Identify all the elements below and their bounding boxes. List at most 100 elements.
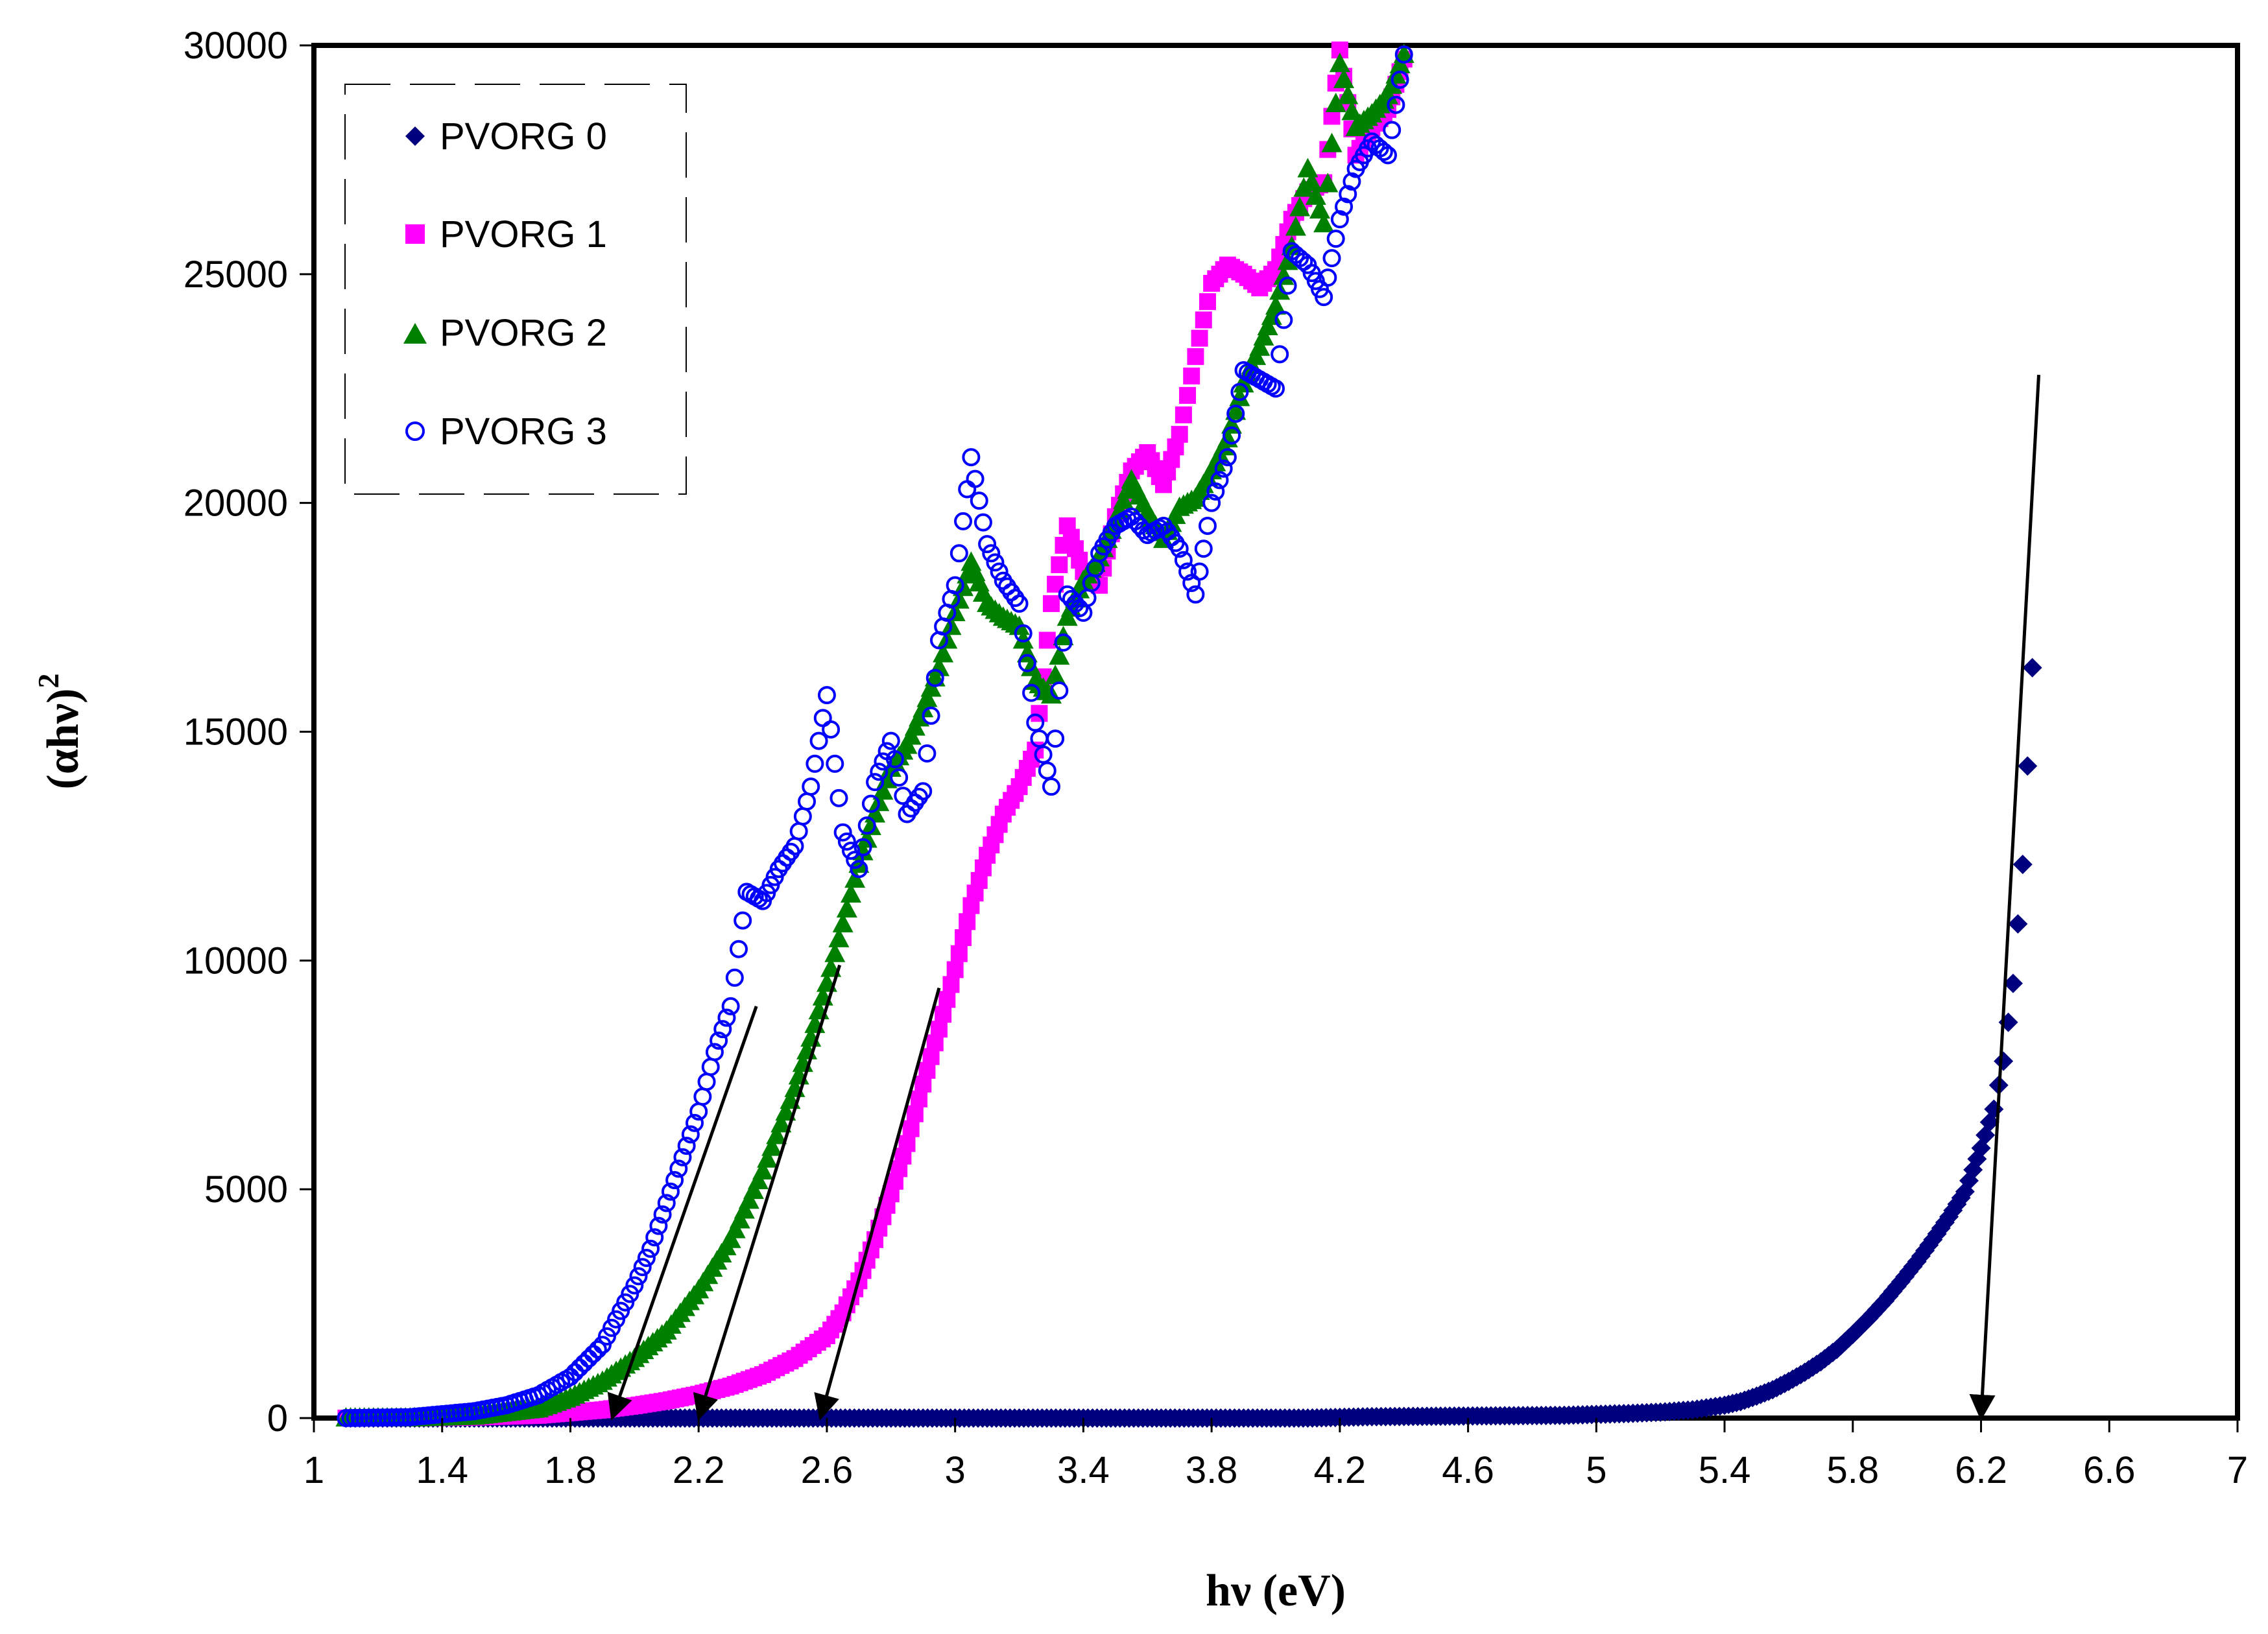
data-point	[933, 643, 954, 663]
data-point	[2003, 973, 2023, 993]
y-tick-label: 25000	[184, 254, 288, 296]
data-point	[1042, 595, 1060, 612]
x-tick-label: 3.4	[1057, 1449, 1110, 1491]
data-point	[970, 491, 988, 510]
data-point	[885, 750, 904, 768]
data-point	[593, 1336, 612, 1355]
data-point	[649, 1216, 668, 1235]
data-point	[1174, 551, 1193, 569]
data-point	[881, 731, 900, 750]
data-point	[1031, 705, 1048, 722]
data-point	[607, 1310, 626, 1329]
data-point	[918, 744, 937, 763]
data-point	[1265, 295, 1286, 315]
data-point	[720, 1228, 741, 1248]
fit-line-arrow	[814, 988, 941, 1421]
data-point	[1278, 276, 1297, 295]
data-point	[1383, 121, 1402, 139]
data-point	[1315, 288, 1333, 307]
data-point	[721, 997, 740, 1015]
data-point	[725, 968, 744, 987]
data-point	[898, 1135, 916, 1152]
data-point	[2008, 914, 2028, 934]
data-point	[729, 1209, 750, 1229]
data-point	[1273, 265, 1295, 285]
data-point	[1198, 516, 1217, 535]
data-point	[588, 1340, 607, 1359]
data-point	[1009, 615, 1030, 635]
data-point	[959, 913, 976, 930]
data-point	[669, 1159, 688, 1178]
data-point	[930, 1021, 948, 1038]
data-point	[942, 976, 960, 993]
data-point	[866, 773, 885, 792]
data-point	[1393, 43, 1415, 64]
data-point	[1271, 345, 1289, 364]
data-point	[633, 1258, 652, 1277]
data-point	[743, 1179, 764, 1200]
data-point	[579, 1349, 598, 1368]
data-point	[705, 1043, 724, 1061]
data-point	[1183, 367, 1200, 385]
data-point	[1333, 68, 1355, 88]
data-point	[822, 720, 841, 739]
data-point	[922, 706, 940, 725]
legend-item-pvorg-3: PVORG 3	[405, 410, 607, 453]
data-point	[986, 553, 1005, 572]
legend-label: PVORG 3	[440, 410, 607, 453]
data-point	[748, 1170, 769, 1190]
data-point	[860, 815, 881, 835]
data-point	[954, 512, 973, 530]
data-point	[1054, 633, 1073, 652]
data-point	[1050, 681, 1069, 700]
data-point	[657, 1194, 676, 1213]
data-point	[1335, 197, 1354, 216]
data-point	[925, 669, 944, 687]
data-point	[752, 1159, 774, 1179]
x-tick-label: 2.2	[673, 1449, 725, 1491]
data-point	[830, 788, 848, 807]
y-tick-label: 15000	[184, 711, 288, 753]
data-point	[890, 768, 909, 787]
data-point	[809, 731, 828, 750]
x-tick-label: 3.8	[1186, 1449, 1238, 1491]
x-tick-label: 7	[2227, 1449, 2248, 1491]
data-point	[629, 1267, 648, 1286]
data-point	[1045, 665, 1066, 685]
data-point	[1341, 101, 1363, 121]
y-axis-title-superscript: 2	[32, 674, 65, 689]
data-point	[1214, 459, 1233, 478]
data-point	[1257, 315, 1278, 335]
data-point	[621, 1285, 639, 1303]
data-point	[1034, 745, 1053, 764]
data-point	[872, 780, 894, 800]
data-point	[856, 828, 877, 848]
data-point	[802, 777, 820, 796]
data-point	[1223, 426, 1241, 445]
data-point	[861, 794, 880, 813]
data-point	[935, 1006, 952, 1023]
data-point	[1038, 632, 1056, 649]
data-point	[770, 1113, 792, 1133]
data-point	[1210, 471, 1229, 490]
data-point	[1325, 92, 1346, 112]
data-point	[575, 1354, 593, 1373]
data-point	[870, 763, 889, 781]
data-point	[729, 940, 748, 958]
data-point	[1343, 172, 1361, 191]
data-point	[1014, 624, 1033, 643]
fit-line-layer	[607, 374, 2041, 1421]
data-point	[973, 513, 992, 532]
y-tick-label: 5000	[204, 1168, 288, 1211]
data-point	[978, 535, 997, 554]
data-point	[2022, 657, 2042, 678]
data-point	[734, 911, 752, 930]
data-point	[2012, 855, 2033, 875]
x-tick-label: 6.6	[2083, 1449, 2136, 1491]
fit-line-arrow	[607, 1006, 758, 1421]
legend-item-pvorg-2: PVORG 2	[403, 312, 607, 354]
data-point	[1046, 729, 1065, 748]
data-point	[1187, 348, 1204, 365]
data-point	[806, 754, 824, 773]
data-point	[1113, 490, 1134, 510]
